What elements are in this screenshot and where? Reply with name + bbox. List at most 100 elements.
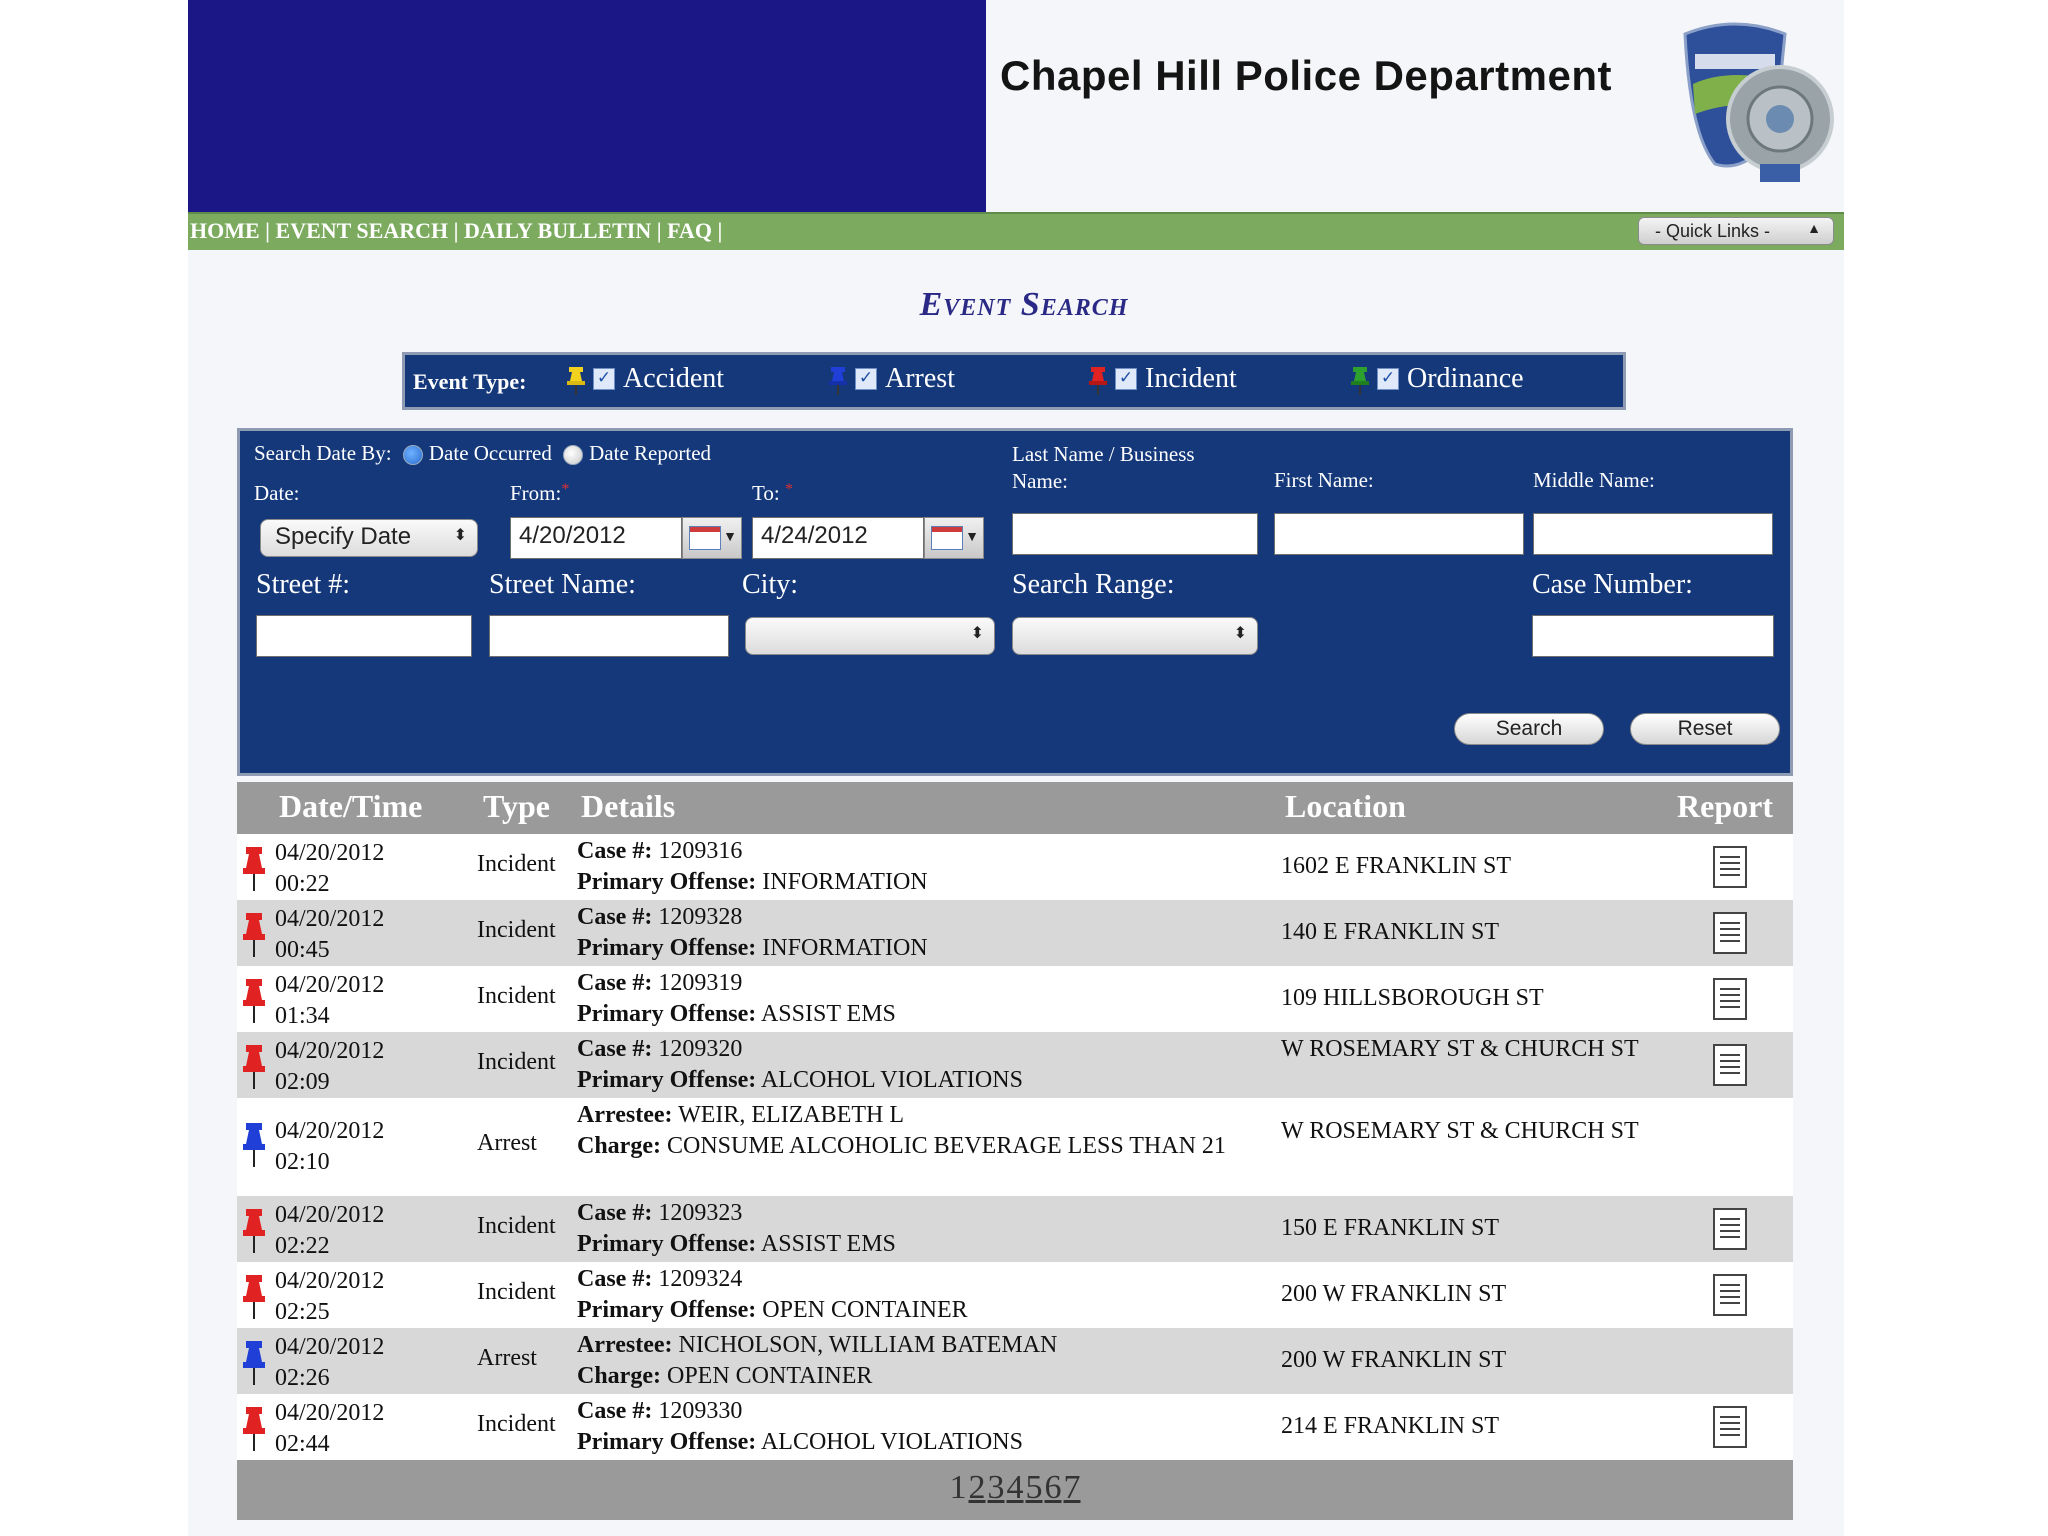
event-datetime: 04/20/2012 01:34 bbox=[275, 970, 384, 1032]
street-name-input[interactable] bbox=[489, 615, 729, 657]
event-datetime: 04/20/2012 02:09 bbox=[275, 1036, 384, 1098]
to-label: To: * bbox=[752, 481, 793, 506]
search-button[interactable]: Search bbox=[1454, 713, 1604, 745]
event-datetime: 04/20/2012 00:22 bbox=[275, 838, 384, 900]
first-name-input[interactable] bbox=[1274, 513, 1524, 555]
from-date-input[interactable]: 4/20/2012 bbox=[510, 517, 682, 559]
report-document-icon[interactable] bbox=[1713, 1044, 1747, 1086]
incident-label: Incident bbox=[1145, 363, 1237, 394]
detail-value-2: ALCOHOL VIOLATIONS bbox=[760, 1067, 1023, 1093]
page-link-2[interactable]: 2 bbox=[968, 1469, 986, 1506]
street-number-input[interactable] bbox=[256, 615, 472, 657]
event-type-filter: Event Type: ✓ Accident ✓ Arrest ✓ Incident … bbox=[402, 352, 1626, 410]
event-type-incident[interactable]: ✓ Incident bbox=[1087, 363, 1237, 396]
date-select-value: Specify Date bbox=[275, 523, 412, 550]
case-number-input[interactable] bbox=[1532, 615, 1774, 657]
event-date: 04/20/2012 bbox=[275, 1400, 385, 1426]
report-document-icon[interactable] bbox=[1713, 978, 1747, 1020]
event-type: Arrest bbox=[477, 1345, 537, 1371]
event-datetime: 04/20/2012 02:26 bbox=[275, 1332, 384, 1394]
page-link-7[interactable]: 7 bbox=[1063, 1469, 1081, 1506]
event-type-ordinance[interactable]: ✓ Ordinance bbox=[1349, 363, 1524, 396]
reset-button[interactable]: Reset bbox=[1630, 713, 1780, 745]
table-header: Date/Time Type Details Location Report bbox=[237, 782, 1793, 834]
event-details: Arrestee: NICHOLSON, WILLIAM BATEMAN Char… bbox=[577, 1330, 1277, 1392]
date-reported-radio[interactable] bbox=[563, 445, 584, 466]
report-document-icon[interactable] bbox=[1713, 846, 1747, 888]
table-row: 04/20/2012 01:34 Incident Case #: 1209319 Pr… bbox=[237, 966, 1793, 1032]
detail-key-1: Case #: bbox=[577, 838, 653, 864]
event-location: 1602 E FRANKLIN ST bbox=[1281, 853, 1512, 879]
date-select[interactable]: Specify Date ⬍ bbox=[260, 519, 478, 557]
select-arrows-icon: ▲ bbox=[1807, 220, 1821, 236]
event-time: 02:09 bbox=[275, 1069, 330, 1095]
event-type: Incident bbox=[477, 917, 556, 943]
to-date-input[interactable]: 4/24/2012 bbox=[752, 517, 924, 559]
select-arrows-icon: ⬍ bbox=[970, 625, 984, 642]
table-row: 04/20/2012 02:10 Arrest Arrestee: WEIR, ELI… bbox=[237, 1098, 1793, 1196]
event-type-label: Event Type: bbox=[413, 369, 527, 394]
table-row: 04/20/2012 00:22 Incident Case #: 1209316 Pr… bbox=[237, 834, 1793, 900]
from-calendar-button[interactable]: ▼ bbox=[682, 517, 742, 559]
event-type-arrest[interactable]: ✓ Arrest bbox=[827, 363, 955, 396]
nav-event-search[interactable]: EVENT SEARCH bbox=[275, 218, 449, 243]
city-select[interactable]: ⬍ bbox=[745, 617, 995, 655]
last-name-input[interactable] bbox=[1012, 513, 1258, 555]
to-calendar-button[interactable]: ▼ bbox=[924, 517, 984, 559]
incident-checkbox[interactable]: ✓ bbox=[1115, 367, 1137, 390]
header-report: Report bbox=[1677, 788, 1773, 824]
detail-key-2: Primary Offense: bbox=[577, 1001, 757, 1027]
accident-checkbox[interactable]: ✓ bbox=[593, 367, 615, 390]
page-link-6[interactable]: 6 bbox=[1044, 1469, 1062, 1506]
search-date-by-label: Search Date By: bbox=[254, 441, 392, 465]
results-table: Date/Time Type Details Location Report 0… bbox=[237, 782, 1793, 1520]
detail-key-2: Charge: bbox=[577, 1133, 661, 1159]
detail-key-2: Primary Offense: bbox=[577, 1297, 757, 1323]
dropdown-arrow-icon: ▼ bbox=[965, 530, 979, 545]
event-date: 04/20/2012 bbox=[275, 1268, 385, 1294]
header-details: Details bbox=[581, 788, 676, 824]
nav-daily-bulletin[interactable]: DAILY BULLETIN bbox=[463, 218, 652, 243]
nav-links: HOME | EVENT SEARCH | DAILY BULLETIN | F… bbox=[190, 218, 723, 243]
page-link-5[interactable]: 5 bbox=[1025, 1469, 1043, 1506]
table-row: 04/20/2012 02:09 Incident Case #: 1209320 Pr… bbox=[237, 1032, 1793, 1098]
event-type-accident[interactable]: ✓ Accident bbox=[565, 363, 724, 396]
site-title: Chapel Hill Police Department bbox=[1000, 52, 1612, 99]
city-label: City: bbox=[742, 569, 799, 600]
nav-home[interactable]: HOME bbox=[190, 218, 260, 243]
event-time: 02:25 bbox=[275, 1299, 330, 1325]
ordinance-checkbox[interactable]: ✓ bbox=[1377, 367, 1399, 390]
report-document-icon[interactable] bbox=[1713, 1406, 1747, 1448]
header-banner bbox=[188, 0, 986, 212]
detail-value-1: 1209319 bbox=[658, 970, 743, 996]
detail-value-1: 1209316 bbox=[658, 838, 743, 864]
arrest-checkbox[interactable]: ✓ bbox=[855, 367, 877, 390]
report-document-icon[interactable] bbox=[1713, 912, 1747, 954]
last-name-label-line1: Last Name / Business bbox=[1012, 442, 1195, 466]
middle-name-label: Middle Name: bbox=[1533, 468, 1655, 492]
detail-key-1: Arrestee: bbox=[577, 1332, 673, 1358]
search-range-select[interactable]: ⬍ bbox=[1012, 617, 1258, 655]
select-arrows-icon: ⬍ bbox=[453, 527, 467, 544]
nav-faq[interactable]: FAQ bbox=[667, 218, 712, 243]
red-pin-icon bbox=[243, 1209, 265, 1253]
blue-pin-icon bbox=[243, 1123, 265, 1167]
event-datetime: 04/20/2012 00:45 bbox=[275, 904, 384, 966]
header-location: Location bbox=[1285, 788, 1406, 824]
event-datetime: 04/20/2012 02:44 bbox=[275, 1398, 384, 1460]
page-link-3[interactable]: 3 bbox=[987, 1469, 1005, 1506]
event-details: Case #: 1209320 Primary Offense: ALCOHOL … bbox=[577, 1034, 1277, 1096]
page-link-4[interactable]: 4 bbox=[1006, 1469, 1024, 1506]
event-location: 200 W FRANKLIN ST bbox=[1281, 1281, 1507, 1307]
header-type: Type bbox=[483, 788, 550, 824]
middle-name-input[interactable] bbox=[1533, 513, 1773, 555]
search-form: Search Date By: Date Occurred Date Repor… bbox=[237, 428, 1793, 776]
event-time: 02:22 bbox=[275, 1233, 330, 1259]
event-type: Incident bbox=[477, 851, 556, 877]
from-label: From:* bbox=[510, 481, 569, 506]
date-occurred-radio[interactable] bbox=[402, 445, 423, 466]
report-document-icon[interactable] bbox=[1713, 1274, 1747, 1316]
detail-key-2: Primary Offense: bbox=[577, 1067, 757, 1093]
quick-links-select[interactable]: - Quick Links - ▲ bbox=[1638, 217, 1834, 245]
report-document-icon[interactable] bbox=[1713, 1208, 1747, 1250]
